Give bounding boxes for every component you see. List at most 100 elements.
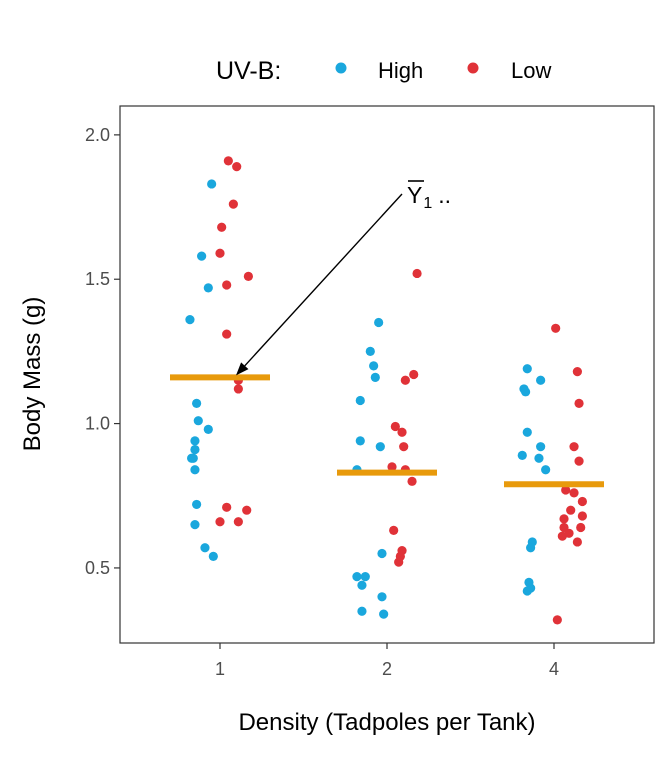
data-point-low bbox=[577, 511, 587, 521]
data-point-high bbox=[360, 571, 370, 582]
annotation-arrow bbox=[244, 193, 403, 367]
data-point-high bbox=[208, 551, 218, 561]
data-point-high bbox=[534, 453, 544, 463]
data-point-high bbox=[522, 427, 532, 437]
data-point-low bbox=[566, 505, 576, 515]
x-tick-label: 4 bbox=[549, 659, 559, 679]
data-point-low bbox=[222, 502, 232, 512]
data-point-low bbox=[572, 367, 582, 377]
data-point-low bbox=[233, 384, 243, 394]
data-point-high bbox=[522, 364, 532, 374]
data-point-low bbox=[412, 268, 422, 279]
data-point-high bbox=[355, 395, 365, 406]
data-point-high bbox=[375, 442, 385, 452]
data-point-low bbox=[564, 528, 574, 538]
x-axis: 1 2 4 bbox=[215, 643, 559, 679]
data-point-high bbox=[536, 375, 546, 385]
data-point-low bbox=[217, 222, 227, 232]
data-point-low bbox=[394, 557, 404, 567]
legend-title: UV-B: bbox=[216, 57, 281, 85]
data-point-high bbox=[357, 606, 367, 616]
annotation-subscript: 1 bbox=[423, 195, 432, 212]
data-point-high bbox=[187, 453, 197, 463]
data-point-low bbox=[389, 525, 399, 536]
data-point-high bbox=[377, 548, 387, 559]
data-point-high bbox=[203, 283, 213, 293]
legend-label-high: High bbox=[378, 58, 423, 83]
data-point-low bbox=[572, 537, 582, 547]
data-point-high bbox=[526, 543, 536, 553]
data-point-low bbox=[400, 375, 410, 385]
data-point-low bbox=[559, 514, 569, 524]
data-point-high bbox=[190, 436, 200, 446]
data-point-high bbox=[377, 592, 387, 602]
data-point-low bbox=[397, 427, 407, 437]
data-point-low bbox=[228, 199, 238, 209]
data-point-high bbox=[374, 317, 384, 328]
data-point-high bbox=[521, 387, 531, 397]
series-low-points bbox=[215, 156, 587, 625]
data-point-high bbox=[190, 520, 200, 530]
legend-marker-high bbox=[335, 62, 347, 74]
data-point-high bbox=[352, 571, 362, 582]
data-point-high bbox=[369, 361, 379, 371]
data-point-low bbox=[407, 476, 417, 486]
data-point-low bbox=[233, 517, 243, 527]
data-point-low bbox=[399, 442, 409, 452]
data-point-high bbox=[365, 346, 375, 357]
x-tick-label: 2 bbox=[382, 659, 392, 679]
data-point-low bbox=[576, 522, 586, 533]
annotation-label: Y1.. bbox=[407, 182, 451, 212]
data-point-high bbox=[379, 609, 389, 619]
data-point-high bbox=[190, 444, 200, 455]
data-point-low bbox=[232, 162, 242, 172]
data-point-low bbox=[552, 615, 562, 625]
data-point-low bbox=[569, 442, 579, 452]
data-point-low bbox=[551, 323, 561, 333]
data-point-low bbox=[569, 488, 579, 498]
data-point-low bbox=[574, 398, 584, 408]
data-point-low bbox=[577, 496, 587, 507]
data-point-low bbox=[223, 156, 233, 166]
annotation-arrowhead bbox=[236, 362, 249, 376]
legend: UV-B: High Low bbox=[216, 57, 551, 85]
data-point-high bbox=[193, 416, 203, 426]
data-point-high bbox=[357, 580, 367, 590]
data-point-low bbox=[574, 456, 584, 466]
annotation-suffix: .. bbox=[438, 182, 451, 208]
data-point-high bbox=[192, 499, 202, 510]
group-means bbox=[170, 374, 604, 488]
y-axis-title: Body Mass (g) bbox=[19, 297, 46, 452]
y-axis: 0.5 1.0 1.5 2.0 bbox=[85, 125, 120, 578]
data-point-low bbox=[243, 271, 253, 281]
data-point-high bbox=[190, 465, 200, 475]
data-point-high bbox=[522, 586, 532, 596]
data-point-high bbox=[207, 179, 217, 189]
mean-annotation: Y1.. bbox=[236, 180, 451, 376]
data-point-high bbox=[192, 398, 202, 408]
legend-label-low: Low bbox=[511, 58, 551, 83]
data-point-high bbox=[200, 543, 210, 553]
data-point-low bbox=[387, 462, 397, 472]
data-point-low bbox=[561, 485, 571, 495]
y-tick-label: 1.5 bbox=[85, 269, 110, 289]
data-point-high bbox=[370, 372, 380, 382]
data-point-low bbox=[222, 329, 232, 339]
data-point-high bbox=[541, 465, 551, 475]
data-point-low bbox=[242, 505, 252, 515]
data-point-high bbox=[203, 424, 213, 434]
data-point-low bbox=[215, 248, 225, 258]
y-tick-label: 1.0 bbox=[85, 414, 110, 434]
data-point-low bbox=[222, 280, 232, 290]
y-tick-label: 0.5 bbox=[85, 558, 110, 578]
series-high-points bbox=[185, 179, 551, 619]
legend-marker-low bbox=[467, 62, 479, 74]
data-point-high bbox=[517, 450, 527, 460]
x-axis-title: Density (Tadpoles per Tank) bbox=[238, 709, 535, 736]
data-point-low bbox=[390, 421, 400, 432]
data-point-low bbox=[409, 369, 419, 380]
annotation-symbol: Y bbox=[407, 182, 422, 208]
data-point-high bbox=[197, 251, 207, 261]
data-point-high bbox=[355, 436, 365, 446]
